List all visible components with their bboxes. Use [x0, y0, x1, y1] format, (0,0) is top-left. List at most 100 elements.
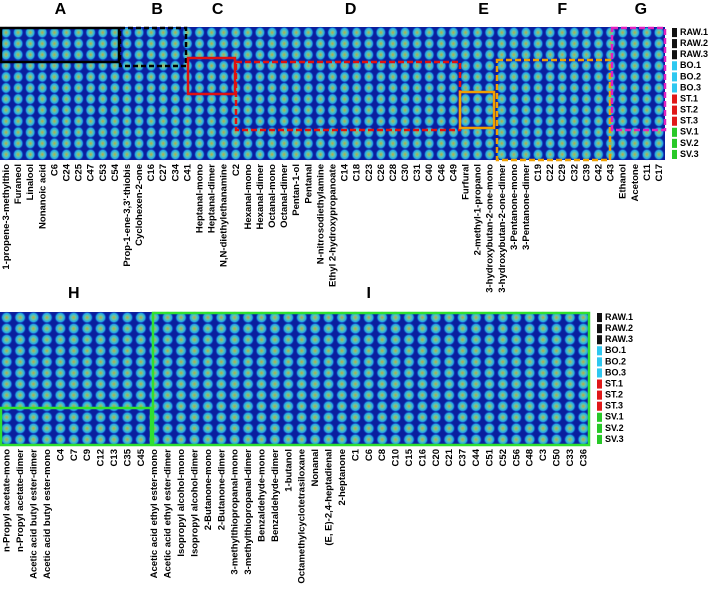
heat-spot: [27, 322, 40, 335]
heat-spot: [73, 137, 85, 150]
heat-spot: [309, 355, 322, 368]
heat-spot: [568, 137, 580, 150]
heat-spot: [456, 422, 469, 435]
heat-spot: [456, 400, 469, 413]
heat-spot: [508, 37, 520, 50]
heat-spot: [327, 137, 338, 150]
heat-spot: [145, 37, 157, 50]
heat-spot: [255, 322, 268, 335]
heat-spot: [121, 377, 134, 391]
heat-spot: [40, 333, 53, 346]
heat-spot: [97, 137, 109, 150]
heat-spot: [339, 104, 351, 117]
heat-spot: [40, 355, 53, 368]
heat-spot: [523, 322, 536, 335]
heat-spot: [0, 311, 13, 324]
heat-spot: [73, 104, 85, 117]
heat-spot: [653, 148, 665, 161]
heat-spot: [121, 104, 133, 117]
heat-spot: [67, 344, 80, 357]
heat-spot: [266, 48, 278, 61]
heat-spot: [121, 411, 134, 424]
column-label: 3-hydroxybutan-2-one-dimer: [497, 164, 508, 293]
heat-spot: [309, 366, 322, 380]
heat-spot: [67, 322, 80, 335]
heat-spot: [641, 126, 653, 139]
heat-spot: [429, 366, 442, 380]
heat-spot: [206, 26, 218, 39]
heat-spot: [228, 322, 241, 335]
heat-spot: [27, 411, 40, 424]
heat-spot: [605, 137, 617, 150]
heat-spot: [157, 48, 169, 61]
heat-spot: [36, 104, 48, 117]
heat-spot: [327, 81, 338, 95]
heat-spot: [537, 389, 550, 402]
heat-spot: [40, 366, 53, 380]
column-label: Benzaldehyde-dimer: [270, 449, 281, 542]
heat-spot: [145, 126, 157, 139]
heat-spot: [349, 377, 362, 391]
heat-spot: [48, 70, 60, 83]
heat-spot: [40, 422, 53, 435]
heat-spot: [496, 115, 508, 128]
heat-spot: [188, 366, 201, 380]
heat-spot: [302, 92, 314, 106]
heat-spot: [653, 37, 665, 50]
heat-spot: [423, 115, 435, 128]
heat-spot: [520, 137, 532, 150]
heat-spot: [181, 104, 193, 117]
heat-spot: [629, 70, 641, 83]
heat-spot: [309, 344, 322, 357]
heat-spot: [242, 433, 255, 446]
column-label: C50: [551, 449, 562, 466]
heat-spot: [483, 355, 496, 368]
heat-spot: [362, 333, 375, 346]
heat-spot: [188, 389, 201, 402]
heat-spot: [641, 26, 653, 39]
heat-spot: [387, 115, 399, 128]
heat-spot: [290, 126, 302, 139]
heat-spot: [242, 26, 254, 39]
heat-spot: [550, 433, 563, 446]
heat-spot: [443, 411, 456, 424]
heat-spot: [349, 311, 362, 324]
heat-spot: [429, 311, 442, 324]
heat-spot: [563, 422, 576, 435]
column-label: C12: [96, 449, 107, 466]
heat-spot: [580, 92, 592, 106]
heat-spot: [145, 70, 157, 83]
heat-spot: [14, 411, 27, 424]
heat-spot: [351, 115, 363, 128]
heat-spot: [510, 400, 523, 413]
heat-spot: [134, 377, 147, 391]
heat-spot: [593, 81, 604, 95]
heat-spot: [484, 148, 496, 161]
heat-spot: [523, 355, 536, 368]
heat-spot: [314, 48, 326, 61]
heat-spot: [109, 92, 121, 106]
heat-spot: [97, 115, 109, 128]
row-label: BO.2: [680, 71, 701, 81]
heat-spot: [402, 377, 416, 391]
heat-spot: [617, 37, 629, 50]
heat-spot: [376, 311, 389, 324]
column-label: C24: [62, 163, 73, 181]
heat-spot: [351, 81, 363, 95]
heat-spot: [254, 148, 266, 161]
heat-spot: [351, 126, 363, 139]
heat-spot: [363, 48, 375, 61]
heat-spot: [472, 104, 484, 117]
heat-spot: [556, 70, 568, 83]
heat-spot: [94, 400, 107, 413]
heat-spot: [389, 400, 402, 413]
heat-spot: [67, 366, 80, 380]
heat-spot: [215, 433, 228, 446]
heat-spot: [309, 333, 322, 346]
row-label: RAW.1: [605, 312, 633, 322]
heat-spot: [54, 422, 67, 435]
heat-spot: [97, 92, 109, 106]
heat-spot: [351, 92, 363, 106]
highlight-boxes: [0, 26, 667, 447]
heat-spot: [550, 377, 563, 391]
